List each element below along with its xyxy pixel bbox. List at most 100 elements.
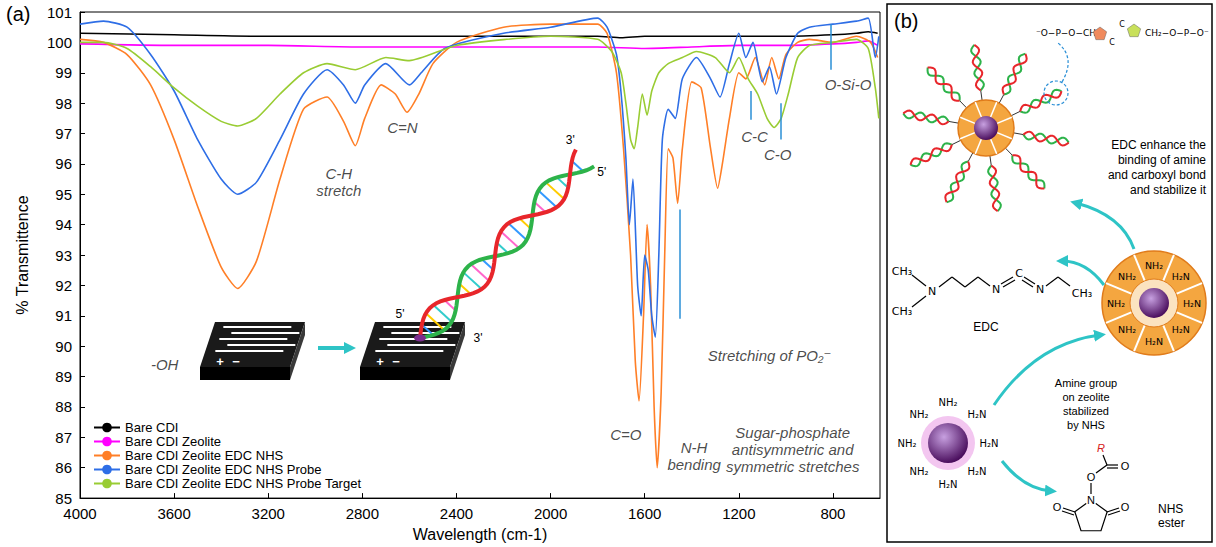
svg-text:C=O: C=O [610, 426, 642, 443]
svg-text:C: C [1109, 38, 1115, 47]
svg-text:100: 100 [47, 34, 72, 51]
svg-text:H₂N: H₂N [967, 466, 986, 477]
svg-text:C: C [1015, 267, 1023, 280]
svg-text:2800: 2800 [346, 505, 379, 522]
svg-text:EDC enhance the: EDC enhance the [1111, 138, 1206, 152]
svg-text:O: O [1121, 501, 1130, 513]
svg-text:N: N [928, 285, 936, 298]
svg-text:NH₂: NH₂ [1145, 260, 1163, 271]
svg-text:stretch: stretch [316, 182, 361, 199]
svg-text:NH₂: NH₂ [1107, 298, 1125, 309]
svg-text:H₂N: H₂N [1183, 298, 1201, 309]
svg-text:+: + [376, 354, 384, 369]
svg-text:EDC: EDC [973, 320, 999, 334]
svg-text:Bare CDI Zeolite: Bare CDI Zeolite [125, 434, 221, 449]
svg-text:ester: ester [1158, 516, 1185, 530]
svg-text:H₂N: H₂N [1145, 336, 1163, 347]
svg-text:H₂N: H₂N [1172, 324, 1190, 335]
svg-text:Stretching of PO₂⁻: Stretching of PO₂⁻ [708, 347, 832, 364]
svg-text:C=N: C=N [387, 119, 418, 136]
svg-text:5': 5' [396, 307, 405, 321]
svg-text:stabilized: stabilized [1063, 405, 1109, 417]
svg-text:−: − [232, 354, 240, 369]
svg-text:Sugar-phosphate: Sugar-phosphate [735, 424, 850, 441]
svg-text:by NHS: by NHS [1067, 419, 1105, 431]
svg-text:98: 98 [55, 95, 72, 112]
svg-text:⁻O−P−O−CH₂: ⁻O−P−O−CH₂ [1036, 28, 1100, 38]
svg-text:NH₂: NH₂ [897, 438, 916, 449]
svg-text:N: N [1087, 494, 1095, 506]
svg-text:NH₂: NH₂ [910, 466, 929, 477]
svg-text:93: 93 [55, 247, 72, 264]
svg-text:N-H: N-H [681, 439, 708, 456]
svg-text:96: 96 [55, 155, 72, 172]
svg-text:NH₂: NH₂ [938, 397, 957, 408]
svg-text:94: 94 [55, 216, 72, 233]
svg-text:Bare CDI Zeolite EDC NHS Probe: Bare CDI Zeolite EDC NHS Probe [125, 462, 322, 477]
svg-text:O-Si-O: O-Si-O [825, 76, 872, 93]
svg-text:binding of amine: binding of amine [1118, 153, 1206, 167]
svg-text:3200: 3200 [252, 505, 285, 522]
svg-text:5': 5' [597, 165, 606, 179]
svg-text:95: 95 [55, 186, 72, 203]
svg-text:NH₂: NH₂ [1118, 271, 1136, 282]
svg-text:CH₃: CH₃ [1072, 287, 1092, 300]
svg-text:H₂N: H₂N [938, 479, 957, 490]
svg-text:99: 99 [55, 64, 72, 81]
svg-text:H₂N: H₂N [967, 409, 986, 420]
svg-text:on zeolite: on zeolite [1062, 391, 1109, 403]
svg-text:800: 800 [820, 505, 845, 522]
svg-text:NHS: NHS [1158, 502, 1183, 516]
svg-text:(b): (b) [894, 10, 918, 32]
svg-text:90: 90 [55, 338, 72, 355]
svg-text:86: 86 [55, 459, 72, 476]
svg-text:91: 91 [55, 307, 72, 324]
svg-text:3': 3' [474, 331, 483, 345]
svg-text:bending: bending [667, 456, 721, 473]
svg-text:Wavelength (cm-1): Wavelength (cm-1) [413, 526, 548, 543]
svg-text:Bare CDI Zeolite EDC NHS: Bare CDI Zeolite EDC NHS [125, 448, 284, 463]
svg-text:Amine group: Amine group [1055, 377, 1117, 389]
svg-text:2400: 2400 [440, 505, 473, 522]
svg-text:O: O [1121, 460, 1130, 472]
svg-text:% Transmittence: % Transmittence [14, 195, 31, 314]
svg-text:and stabilize it: and stabilize it [1130, 183, 1207, 197]
svg-text:-OH: -OH [151, 356, 179, 373]
svg-text:C-O: C-O [764, 146, 792, 163]
svg-text:2000: 2000 [534, 505, 567, 522]
svg-text:97: 97 [55, 125, 72, 142]
svg-text:−: − [392, 354, 400, 369]
svg-text:N: N [1036, 283, 1044, 296]
svg-text:H₂N: H₂N [979, 438, 998, 449]
svg-text:89: 89 [55, 368, 72, 385]
svg-text:antisymmetric and: antisymmetric and [732, 441, 854, 458]
svg-text:NH₂: NH₂ [1118, 324, 1136, 335]
svg-text:CH₃: CH₃ [892, 265, 912, 278]
svg-text:1600: 1600 [628, 505, 661, 522]
svg-text:85: 85 [55, 490, 72, 507]
svg-text:3': 3' [566, 133, 575, 147]
svg-text:R: R [1097, 442, 1105, 454]
svg-text:Bare CDI: Bare CDI [125, 420, 178, 435]
svg-text:O: O [1053, 501, 1062, 513]
svg-text:+: + [216, 354, 224, 369]
svg-text:symmetric stretches: symmetric stretches [726, 458, 860, 475]
svg-text:O: O [1087, 471, 1096, 483]
svg-text:1200: 1200 [722, 505, 755, 522]
svg-text:Bare CDI Zeolite EDC NHS Probe: Bare CDI Zeolite EDC NHS Probe Target [125, 476, 361, 491]
svg-text:CH₃: CH₃ [892, 305, 912, 318]
svg-text:C-H: C-H [325, 165, 352, 182]
svg-text:H₂N: H₂N [1172, 271, 1190, 282]
svg-text:NH₂: NH₂ [910, 409, 929, 420]
svg-text:(a): (a) [6, 3, 30, 25]
svg-text:C-C: C-C [741, 128, 768, 145]
svg-text:88: 88 [55, 398, 72, 415]
svg-text:C: C [1119, 20, 1125, 29]
svg-text:3600: 3600 [157, 505, 190, 522]
svg-text:92: 92 [55, 277, 72, 294]
svg-text:101: 101 [47, 4, 72, 21]
svg-text:N: N [992, 283, 1000, 296]
svg-text:CH₂−O−P−O⁻: CH₂−O−P−O⁻ [1145, 28, 1209, 38]
svg-text:87: 87 [55, 429, 72, 446]
svg-text:4000: 4000 [63, 505, 96, 522]
